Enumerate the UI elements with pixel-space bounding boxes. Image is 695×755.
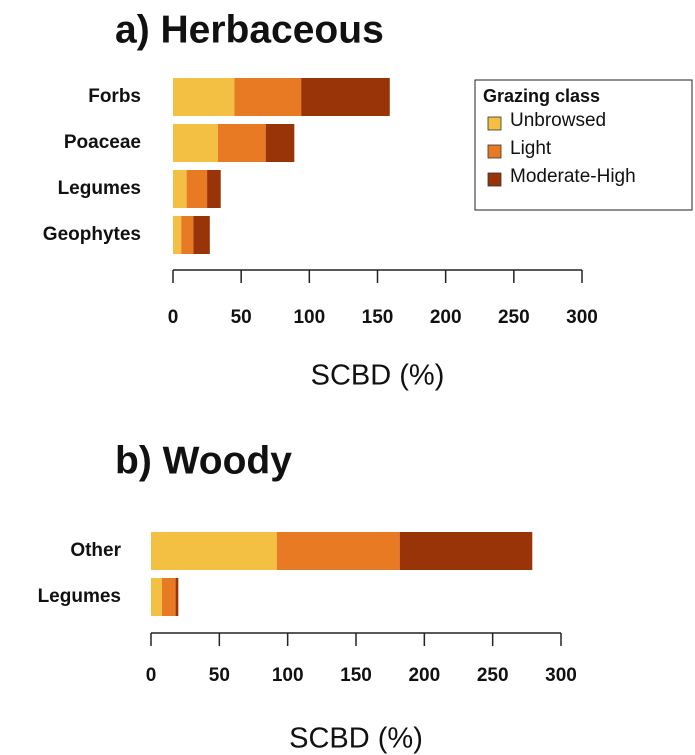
x-tick-label: 200 [430,307,462,328]
bar-segment [399,532,533,570]
bar-segment [151,532,277,570]
legend-swatch [487,172,502,187]
bar-segment [173,78,235,116]
x-axis-label: SCBD (%) [311,360,445,392]
bar-segment [173,124,218,162]
bar-segment [276,532,400,570]
x-tick-label: 0 [146,665,157,686]
x-tick-label: 300 [545,665,577,686]
x-tick-label: 100 [293,307,325,328]
bar-segment [173,170,187,208]
bar-segment [173,216,182,254]
bar-segment [151,578,162,616]
x-tick-label: 250 [498,307,530,328]
category-label: Geophytes [43,224,141,245]
x-tick-label: 50 [231,307,252,328]
category-label: Forbs [88,86,141,107]
category-label: Poaceae [64,132,141,153]
bar-segment [301,78,390,116]
legend-label: Unbrowsed [510,110,606,131]
bar-segment [175,578,179,616]
bar-segment [207,170,221,208]
bar-segment [234,78,302,116]
x-tick-label: 50 [209,665,230,686]
bar-segment [186,170,208,208]
bar-segment [217,124,266,162]
category-label: Other [70,540,121,561]
legend-label: Light [510,138,552,159]
bar-segment [193,216,210,254]
x-tick-label: 150 [340,665,372,686]
bar-segment [265,124,295,162]
bar-segment [181,216,194,254]
x-tick-label: 300 [566,307,598,328]
legend-box [474,79,693,211]
category-label: Legumes [38,586,121,607]
x-axis-label: SCBD (%) [289,723,423,755]
x-tick-label: 0 [168,307,179,328]
legend-swatch [487,116,502,131]
x-tick-label: 250 [477,665,509,686]
bar-segment [161,578,176,616]
x-tick-label: 150 [362,307,394,328]
legend-label: Moderate-High [510,166,636,187]
legend-swatch [487,144,502,159]
legend-title: Grazing class [483,86,600,106]
x-tick-label: 100 [272,665,304,686]
x-tick-label: 200 [408,665,440,686]
chart-title: a) Herbaceous [115,8,384,51]
chart-title: b) Woody [115,439,292,482]
category-label: Legumes [58,178,141,199]
